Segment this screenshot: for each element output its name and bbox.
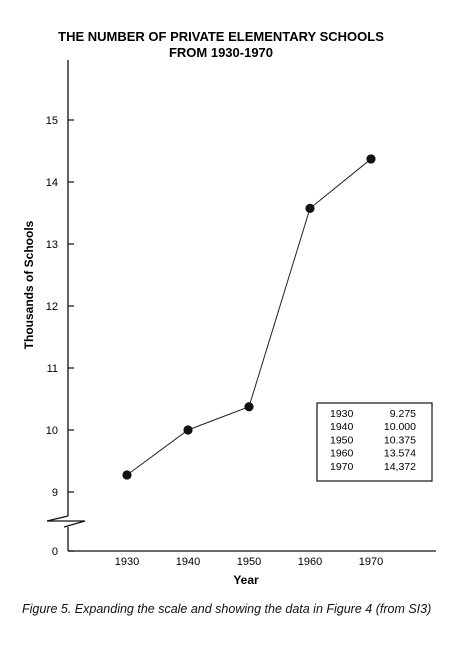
y-tick-label: 10 xyxy=(46,425,58,437)
y-zero-tick-label: 0 xyxy=(52,546,58,558)
table-year: 1930 xyxy=(330,408,354,420)
table-year: 1940 xyxy=(330,421,354,433)
table-value: 10.000 xyxy=(384,421,416,433)
table-year: 1970 xyxy=(330,461,354,473)
axes: 0 xyxy=(46,60,436,558)
y-tick-label: 12 xyxy=(46,301,58,313)
chart-title-line-2: FROM 1930-1970 xyxy=(169,45,273,60)
x-tick-label: 1930 xyxy=(115,556,139,568)
y-axis-label: Thousands of Schools xyxy=(22,220,36,349)
table-value: 13.574 xyxy=(384,448,416,460)
y-tick-label: 15 xyxy=(46,115,58,127)
y-tick-label: 13 xyxy=(46,239,58,251)
chart-title-line-1: THE NUMBER OF PRIVATE ELEMENTARY SCHOOLS xyxy=(58,29,384,44)
table-value: 10.375 xyxy=(384,434,416,446)
x-tick-label: 1950 xyxy=(237,556,261,568)
y-tick-label: 11 xyxy=(47,363,58,375)
x-tick-label: 1960 xyxy=(298,556,322,568)
table-value: 9.275 xyxy=(390,408,416,420)
x-tick-label: 1940 xyxy=(176,556,200,568)
table-value: 14,372 xyxy=(384,461,416,473)
data-point xyxy=(366,154,376,164)
y-tick-label: 9 xyxy=(52,487,58,499)
data-point xyxy=(122,470,132,480)
axis-break-zigzag xyxy=(46,515,86,528)
table-year: 1950 xyxy=(330,434,354,446)
figure-caption: Figure 5. Expanding the scale and showin… xyxy=(22,602,432,616)
x-ticks: 1930 1940 1950 1960 1970 xyxy=(115,556,383,568)
data-point xyxy=(183,425,193,435)
series-line xyxy=(122,154,376,480)
y-ticks: 9 10 11 12 13 14 15 xyxy=(46,115,74,499)
x-tick-label: 1970 xyxy=(359,556,383,568)
line-chart: THE NUMBER OF PRIVATE ELEMENTARY SCHOOLS… xyxy=(22,29,436,587)
data-point xyxy=(244,402,254,412)
data-point xyxy=(305,203,315,214)
x-axis-label: Year xyxy=(233,573,259,587)
data-table-border xyxy=(316,402,433,482)
y-tick-label: 14 xyxy=(46,177,58,189)
table-year: 1960 xyxy=(330,448,354,460)
